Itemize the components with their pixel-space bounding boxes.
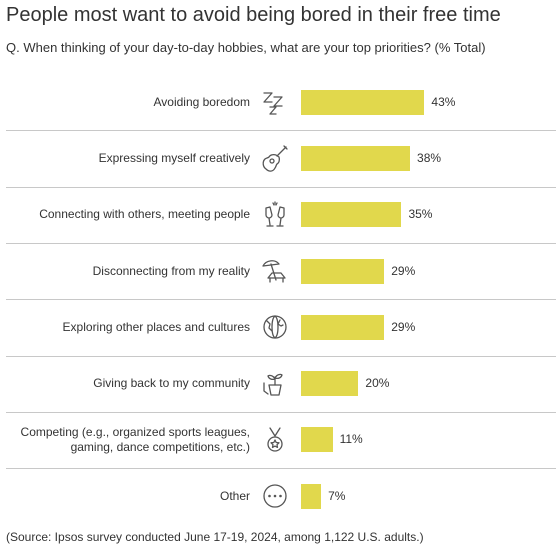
category-label: Avoiding boredom [153,95,250,110]
category-label-line: Exploring other places and cultures [62,319,250,334]
category-label: Expressing myself creatively [99,151,250,166]
category-label-line: Disconnecting from my reality [92,263,250,278]
category-label-line: gaming, dance competitions, etc.) [70,439,250,454]
medal-icon [260,425,290,455]
data-label: 7% [328,488,346,503]
bar [301,314,385,340]
beach-umbrella-lounger-icon [260,256,290,286]
row-divider [6,356,556,357]
bar [301,89,425,115]
row-divider [6,412,556,413]
guitar-icon [260,143,290,173]
plant-hands-icon [260,369,290,399]
category-label-line: Giving back to my community [93,376,250,391]
data-label: 43% [431,94,456,109]
row-divider [6,243,556,244]
category-label-line: Competing (e.g., organized sports league… [20,424,250,439]
globe-icon [260,312,290,342]
source-note: (Source: Ipsos survey conducted June 17-… [6,530,424,544]
row-divider [6,130,556,131]
category-label-line: Connecting with others, meeting people [39,207,250,222]
data-label: 20% [365,376,390,391]
chart-title: People most want to avoid being bored in… [6,4,501,26]
data-label: 29% [391,319,416,334]
bar [301,371,359,397]
bar [301,202,402,228]
champagne-toast-icon [260,200,290,230]
data-label: 38% [417,150,442,165]
zzz-icon [260,87,290,117]
row-divider [6,468,556,469]
ellipsis-icon [260,481,290,511]
category-label: Giving back to my community [93,376,250,391]
category-label: Exploring other places and cultures [63,320,250,335]
data-label: 29% [391,263,416,278]
bar [301,145,411,171]
row-divider [6,299,556,300]
category-label: Other [220,489,250,504]
category-label-line: Other [219,488,250,503]
row-divider [6,187,556,188]
bar [301,483,322,509]
data-label: 11% [339,432,363,447]
category-label-line: Expressing myself creatively [98,150,250,165]
category-label: Competing (e.g., organized sports league… [21,425,250,455]
category-label: Disconnecting from my reality [93,264,250,279]
category-label: Connecting with others, meeting people [39,207,250,222]
chart-subtitle: Q. When thinking of your day-to-day hobb… [6,40,486,55]
category-label-line: Avoiding boredom [153,94,250,109]
bar [301,427,333,453]
data-label: 35% [408,207,433,222]
bar [301,258,385,284]
